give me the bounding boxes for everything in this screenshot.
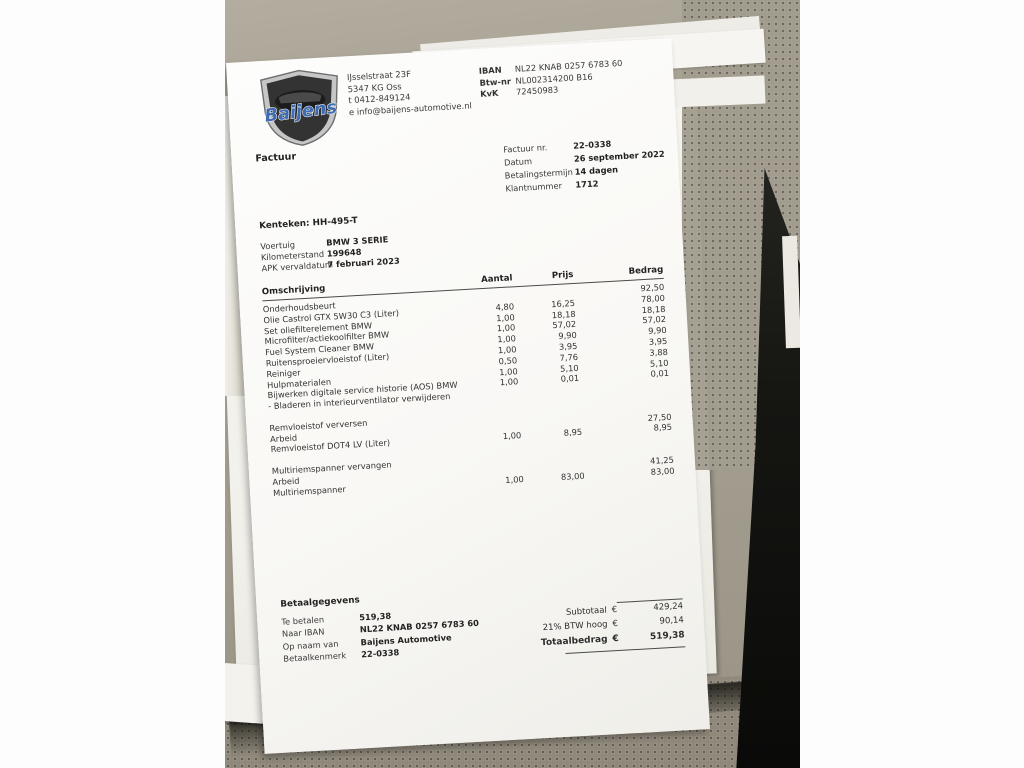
baijens-logo: Baijens [260,69,339,146]
license-plate-value: HH-495-T [312,215,358,229]
registration-block: IBAN NL22 KNAB 0257 6783 60 Btw-nr NL002… [479,58,624,100]
column-header-prijs: Prijs [551,269,574,282]
sender-address: IJsselstraat 23F 5347 KG Oss t 0412-849124… [347,65,472,118]
payment-value: 22-0338 [360,647,400,660]
payment-details-block: Betaalgegevens Te betalen 519,38 Naar IB… [280,588,481,665]
cell-prijs: 83,00 [560,470,585,482]
meta-label: Klantnummer [505,180,563,194]
vehicle-label: APK vervaldatum [261,259,334,274]
meta-value: 1712 [575,178,599,190]
invoice-meta-block: Factuur nr. 22-0338 Datum 26 september 2… [503,135,666,196]
column-header-bedrag: Bedrag [628,264,664,277]
license-plate-line: Kenteken: HH-495-T [259,216,358,231]
registration-value: 72450983 [515,84,559,97]
total-value: 519,38 [649,630,685,643]
registration-label: KvK [479,87,499,99]
document-title: Factuur [255,151,297,165]
paper-edge-sliver [782,235,800,349]
totals-block: Subtotaal € 429,24 21% BTW hoog € 90,14 … [487,598,686,658]
cell-aantal: 1,00 [504,473,524,485]
license-plate-label: Kenteken: [258,218,310,232]
line-items-table: Omschrijving Aantal Prijs Bedrag Onderho… [261,264,675,498]
table-body: Onderhoudsbeurt 92,50 Olie Castrol GTX 5… [263,282,675,498]
invoice-sheet: Baijens IJsselstraat 23F 5347 KG Oss t 041… [226,38,710,754]
logo-brand-text: Baijens [263,98,338,127]
car-seat-photo: :022 edrag 41,25 25,75 3,88 [225,0,800,768]
vehicle-block: Voertuig BMW 3 SERIE Kilometerstand 1996… [260,234,400,275]
total-label: Totaalbedrag [540,634,608,649]
payment-rows: Te betalen 519,38 Naar IBAN NL22 KNAB 02… [281,604,481,665]
meta-value: 14 dagen [574,164,619,177]
column-header-aantal: Aantal [480,273,513,286]
